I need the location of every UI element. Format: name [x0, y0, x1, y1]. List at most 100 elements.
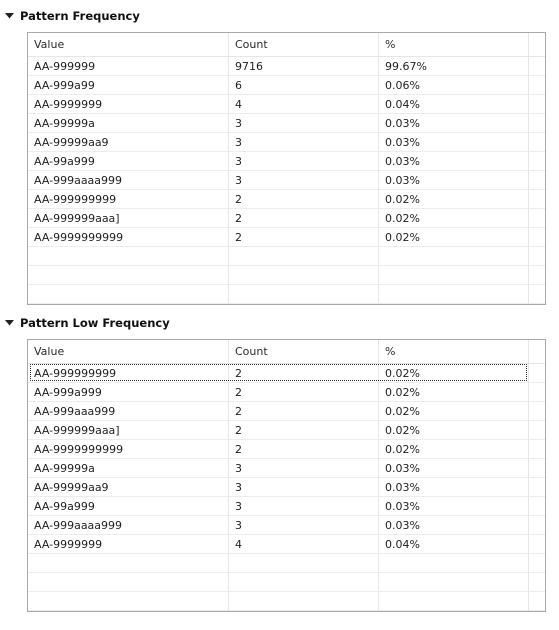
cell-count: 6 — [235, 78, 242, 92]
table-row[interactable]: AA-99999aa9 3 0.03% — [28, 133, 545, 152]
cell-value: AA-9999999999 — [34, 442, 124, 456]
table-header-row: Value Count % — [28, 340, 545, 364]
table-header-row: Value Count % — [28, 33, 545, 57]
cell-count: 2 — [235, 423, 242, 437]
table-row[interactable]: AA-99999aa9 3 0.03% — [28, 478, 545, 497]
cell-value: AA-999999999 — [34, 366, 117, 380]
table-row-empty — [28, 573, 545, 592]
column-divider — [228, 340, 229, 611]
table-row[interactable]: AA-99a999 3 0.03% — [28, 152, 545, 171]
table-row-empty — [28, 285, 545, 304]
table-row[interactable]: AA-9999999999 2 0.02% — [28, 228, 545, 247]
table-row[interactable]: AA-999999999 2 0.02% — [28, 190, 545, 209]
cell-value: AA-999999 — [34, 59, 96, 73]
cell-count: 2 — [235, 211, 242, 225]
table-row[interactable]: AA-999a999 2 0.02% — [28, 383, 545, 402]
table-row[interactable]: AA-9999999999 2 0.02% — [28, 440, 545, 459]
cell-count: 2 — [235, 366, 242, 380]
cell-count: 2 — [235, 385, 242, 399]
cell-percent: 0.06% — [385, 78, 420, 92]
pattern-frequency-table[interactable]: Value Count % AA-999999 9716 99.67% AA-9… — [27, 32, 546, 305]
cell-count: 2 — [235, 192, 242, 206]
table-row[interactable]: AA-999aaaa999 3 0.03% — [28, 516, 545, 535]
cell-value: AA-99999a — [34, 461, 95, 475]
cell-value: AA-999a99 — [34, 78, 95, 92]
collapse-triangle-icon[interactable] — [4, 11, 14, 21]
cell-value: AA-99999aa9 — [34, 135, 109, 149]
section-header-pattern-low-frequency[interactable]: Pattern Low Frequency — [4, 314, 170, 332]
column-header-count[interactable]: Count — [235, 345, 268, 358]
column-header-percent[interactable]: % — [385, 345, 396, 358]
table-row[interactable]: AA-999aaaa999 3 0.03% — [28, 171, 545, 190]
collapse-triangle-icon[interactable] — [4, 318, 14, 328]
cell-count: 2 — [235, 230, 242, 244]
pattern-low-frequency-table[interactable]: Value Count % AA-999999999 2 0.02% AA-99… — [27, 339, 546, 612]
cell-percent: 0.03% — [385, 499, 420, 513]
cell-value: AA-9999999 — [34, 97, 103, 111]
section-title: Pattern Low Frequency — [20, 316, 170, 330]
cell-percent: 0.03% — [385, 135, 420, 149]
cell-value: AA-99a999 — [34, 499, 95, 513]
table-row-empty — [28, 554, 545, 573]
column-divider — [528, 33, 529, 304]
table-row[interactable]: AA-999a99 6 0.06% — [28, 76, 545, 95]
cell-percent: 0.02% — [385, 404, 420, 418]
table-row-focused[interactable]: AA-999999999 2 0.02% — [28, 364, 545, 383]
cell-count: 3 — [235, 499, 242, 513]
table-row-empty — [28, 247, 545, 266]
table-row[interactable]: AA-9999999 4 0.04% — [28, 95, 545, 114]
table-row[interactable]: AA-99999a 3 0.03% — [28, 114, 545, 133]
column-divider — [378, 340, 379, 611]
column-header-percent[interactable]: % — [385, 38, 396, 51]
cell-count: 4 — [235, 537, 242, 551]
table-row[interactable]: AA-999aaa999 2 0.02% — [28, 402, 545, 421]
column-header-count[interactable]: Count — [235, 38, 268, 51]
table-row-empty — [28, 266, 545, 285]
column-header-value[interactable]: Value — [34, 38, 65, 51]
cell-value: AA-999999aaa] — [34, 423, 120, 437]
cell-value: AA-9999999 — [34, 537, 103, 551]
table-row[interactable]: AA-999999aaa] 2 0.02% — [28, 209, 545, 228]
table-row[interactable]: AA-99a999 3 0.03% — [28, 497, 545, 516]
table-row-empty — [28, 592, 545, 611]
cell-percent: 0.03% — [385, 518, 420, 532]
cell-value: AA-999aaaa999 — [34, 173, 123, 187]
cell-value: AA-9999999999 — [34, 230, 124, 244]
cell-percent: 0.02% — [385, 385, 420, 399]
cell-percent: 0.03% — [385, 116, 420, 130]
table-row[interactable]: AA-999999 9716 99.67% — [28, 57, 545, 76]
table-row[interactable]: AA-9999999 4 0.04% — [28, 535, 545, 554]
cell-percent: 0.02% — [385, 442, 420, 456]
cell-count: 3 — [235, 461, 242, 475]
cell-value: AA-999aaaa999 — [34, 518, 123, 532]
cell-percent: 0.03% — [385, 154, 420, 168]
column-header-value[interactable]: Value — [34, 345, 65, 358]
cell-percent: 0.03% — [385, 461, 420, 475]
cell-count: 3 — [235, 480, 242, 494]
cell-percent: 0.02% — [385, 230, 420, 244]
cell-percent: 0.02% — [385, 366, 420, 380]
cell-value: AA-999999999 — [34, 192, 117, 206]
cell-count: 3 — [235, 173, 242, 187]
cell-count: 3 — [235, 518, 242, 532]
cell-count: 3 — [235, 116, 242, 130]
cell-value: AA-99999aa9 — [34, 480, 109, 494]
cell-count: 2 — [235, 442, 242, 456]
table-row[interactable]: AA-999999aaa] 2 0.02% — [28, 421, 545, 440]
cell-count: 2 — [235, 404, 242, 418]
column-divider — [528, 340, 529, 611]
cell-value: AA-999999aaa] — [34, 211, 120, 225]
section-title: Pattern Frequency — [20, 9, 140, 23]
cell-value: AA-999aaa999 — [34, 404, 116, 418]
cell-count: 4 — [235, 97, 242, 111]
cell-value: AA-99a999 — [34, 154, 95, 168]
cell-percent: 0.04% — [385, 537, 420, 551]
cell-percent: 0.03% — [385, 480, 420, 494]
cell-count: 3 — [235, 154, 242, 168]
cell-value: AA-99999a — [34, 116, 95, 130]
table-row[interactable]: AA-99999a 3 0.03% — [28, 459, 545, 478]
section-header-pattern-frequency[interactable]: Pattern Frequency — [4, 7, 140, 25]
column-divider — [378, 33, 379, 304]
cell-percent: 0.03% — [385, 173, 420, 187]
cell-percent: 0.02% — [385, 192, 420, 206]
